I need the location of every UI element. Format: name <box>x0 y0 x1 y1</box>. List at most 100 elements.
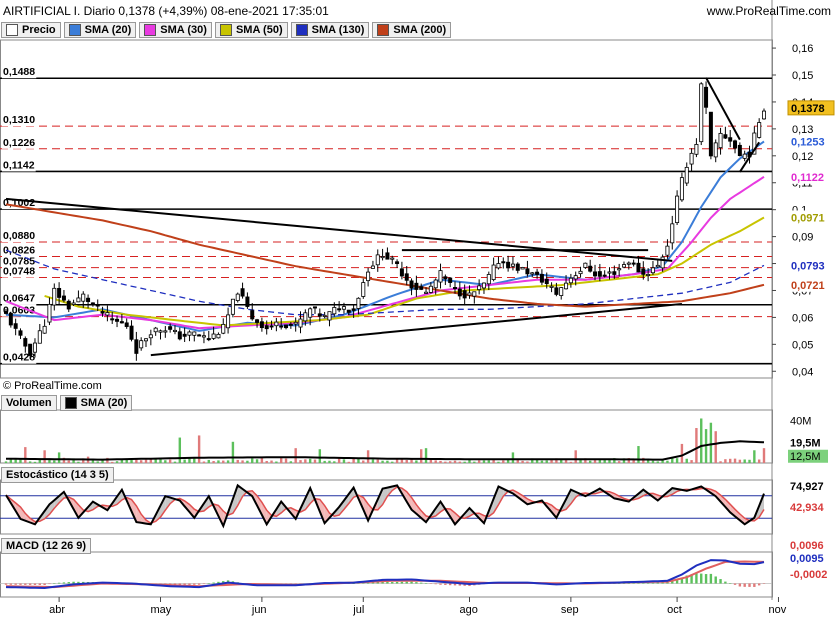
candle-body <box>192 331 197 336</box>
volume-bar <box>497 461 500 463</box>
candle-body <box>201 335 206 338</box>
candle-body <box>689 152 694 165</box>
pane-frame-3 <box>0 551 773 598</box>
volume-bar <box>757 459 761 463</box>
stoch-badge-d: 42,934 <box>790 502 825 514</box>
level-label-bg <box>2 292 37 305</box>
candle-body <box>390 257 395 260</box>
candle-body <box>293 321 298 325</box>
volume-pane-title: Volumen SMA (20) <box>1 395 135 411</box>
macd-histogram-bar <box>352 583 355 584</box>
level-label: 0,0748 <box>3 266 35 278</box>
volume-bar <box>357 458 360 463</box>
legend-item-2[interactable]: SMA (30) <box>139 22 212 38</box>
legend-item-4[interactable]: SMA (130) <box>290 22 370 38</box>
volume-tick-label: 40M <box>790 416 811 428</box>
stoch-fill <box>319 499 325 524</box>
volume-bar <box>550 458 553 463</box>
candle-body <box>153 327 158 333</box>
macd-histogram-bar <box>202 583 206 585</box>
candle-body <box>32 342 37 353</box>
volume-bar <box>111 461 114 463</box>
volume-bar <box>415 460 418 463</box>
candle-body <box>95 304 100 307</box>
volume-bar <box>217 460 220 463</box>
price-badge-bg <box>788 258 834 273</box>
volume-bar <box>101 459 104 463</box>
legend-swatch <box>6 24 18 36</box>
legend-item-0[interactable]: Precio <box>1 22 61 38</box>
volume-bar <box>255 459 259 463</box>
volume-bar <box>709 422 713 463</box>
legend-item-5[interactable]: SMA (200) <box>372 22 452 38</box>
macd-histogram-bar <box>458 583 462 586</box>
volume-label[interactable]: Volumen <box>1 395 57 411</box>
candle-body <box>443 276 448 280</box>
candle-body <box>245 296 250 307</box>
candle-body <box>409 280 414 289</box>
x-tick-label: may <box>150 604 171 616</box>
volume-bar <box>318 449 322 463</box>
volume-badge-label: 12,5M <box>790 451 821 463</box>
candle-body <box>665 245 670 256</box>
macd-histogram-bar <box>188 583 191 585</box>
volume-bar <box>342 459 346 463</box>
y-tick-label: 0,15 <box>792 70 813 82</box>
volume-bar <box>453 460 457 463</box>
volume-bar <box>646 459 650 463</box>
volume-bar <box>376 459 379 463</box>
candle-body <box>356 297 361 309</box>
volume-bar <box>738 459 742 463</box>
volume-bar <box>588 460 592 463</box>
legend-swatch <box>144 24 157 36</box>
volume-bar <box>545 460 548 463</box>
site-link[interactable]: www.ProRealTime.com <box>706 4 831 18</box>
candle-body <box>641 268 646 275</box>
volume-bar <box>439 460 442 463</box>
macd-label[interactable]: MACD (12 26 9) <box>1 538 92 554</box>
trendline <box>739 141 761 173</box>
candle-body <box>90 302 95 305</box>
y-tick-label: 0,13 <box>792 124 813 136</box>
candle-body <box>544 278 549 285</box>
candle-body <box>269 325 274 328</box>
macd-histogram-bar <box>757 583 761 586</box>
macd-histogram-bar <box>434 583 437 585</box>
candle-body <box>462 290 467 299</box>
macd-histogram-bar <box>53 583 56 584</box>
volume-bar <box>197 435 201 463</box>
stoch-fill <box>421 510 427 523</box>
volume-bar <box>246 460 249 463</box>
macd-histogram-bar <box>420 582 423 584</box>
volume-sma-label[interactable]: SMA (20) <box>59 395 133 411</box>
volume-bar <box>410 458 413 463</box>
x-tick-label: oct <box>667 604 682 616</box>
macd-histogram-bar <box>632 583 635 584</box>
macd-histogram-bar <box>637 583 640 584</box>
stoch-fill <box>257 495 262 515</box>
volume-bar <box>183 459 186 463</box>
legend-item-3[interactable]: SMA (50) <box>214 22 288 38</box>
trendline <box>150 302 683 357</box>
volume-bar <box>386 460 389 463</box>
macd-histogram-bar <box>19 583 22 585</box>
candle-body <box>395 261 400 264</box>
x-tick-label: abr <box>49 604 65 616</box>
volume-bar <box>251 458 254 463</box>
volume-bar <box>613 458 616 463</box>
legend-swatch <box>295 24 308 36</box>
candle-body <box>264 325 269 330</box>
candle-body <box>13 323 18 329</box>
legend-item-1[interactable]: SMA (20) <box>63 22 137 38</box>
candle-body <box>646 273 651 276</box>
macd-histogram-bar <box>395 581 399 584</box>
stoch-pane-title: Estocástico (14 3 5) <box>1 467 117 483</box>
candle-body <box>110 318 115 321</box>
stoch-label[interactable]: Estocástico (14 3 5) <box>1 467 114 483</box>
volume-bar <box>424 448 428 463</box>
macd-histogram-bar <box>622 583 626 584</box>
volume-bar <box>299 460 302 463</box>
volume-bar <box>622 458 626 463</box>
level-label-bg <box>2 265 37 278</box>
